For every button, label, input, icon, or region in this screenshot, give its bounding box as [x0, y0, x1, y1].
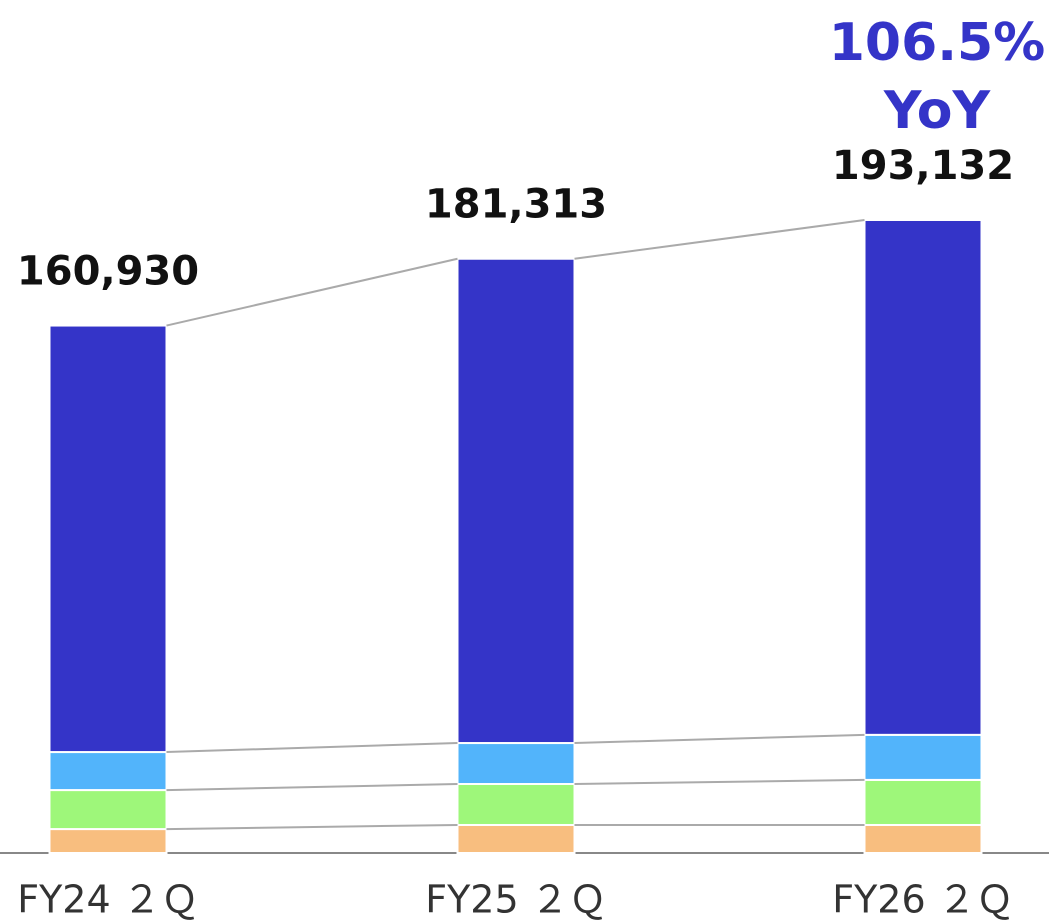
total-label: 181,313 [425, 182, 607, 228]
bar-segment [456, 783, 576, 826]
bar-segment [48, 789, 168, 831]
connector-line [574, 733, 865, 745]
bar-segment [456, 742, 576, 786]
bar-segment [48, 751, 168, 792]
total-label: 193,132 [832, 143, 1014, 189]
connector-line [166, 783, 458, 792]
bar-segment [48, 828, 168, 854]
connector-line [166, 823, 458, 831]
connector-line [574, 219, 865, 260]
connector-line [166, 257, 458, 327]
bar-segment [863, 823, 983, 854]
category-label: FY24 ２Ｑ [17, 878, 199, 922]
connector-line [574, 778, 865, 786]
bar-segment [863, 733, 983, 781]
category-label: FY25 ２Ｑ [425, 878, 607, 922]
category-label: FY26 ２Ｑ [832, 878, 1014, 922]
bar-segment [456, 823, 576, 854]
annotation: YoY [883, 81, 992, 141]
bar-segment [863, 778, 983, 826]
annotation: 106.5% [829, 13, 1046, 73]
connector-line [166, 742, 458, 754]
bar-segment [456, 257, 576, 745]
bar-segment [48, 324, 168, 754]
bar-segment [863, 219, 983, 736]
total-label: 160,930 [17, 249, 199, 295]
